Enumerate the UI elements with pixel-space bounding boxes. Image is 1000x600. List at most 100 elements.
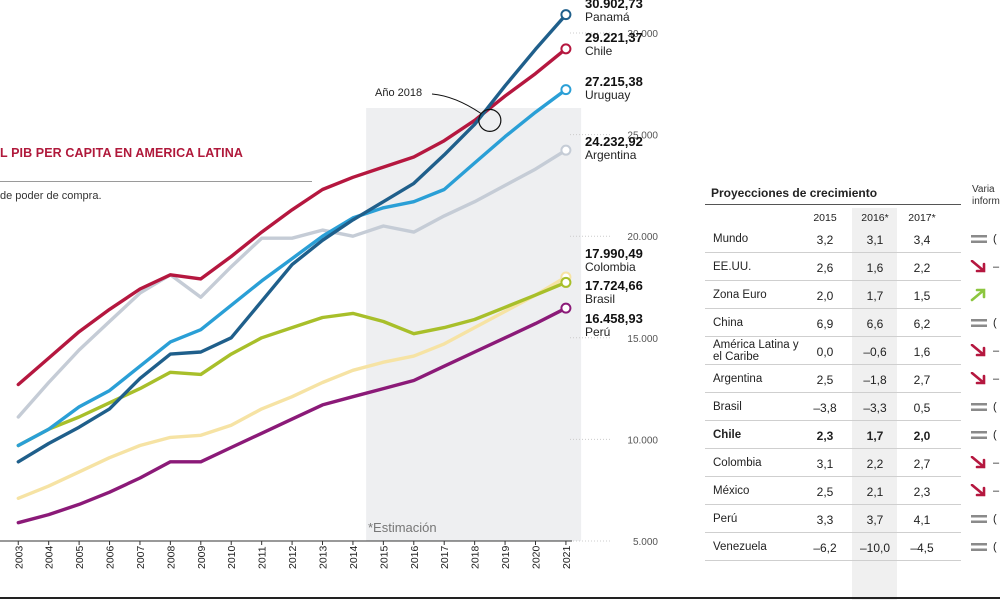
- x-tick-label: 2010: [226, 545, 238, 569]
- end-value-label: 29.221,37: [585, 30, 643, 45]
- x-tick-label: 2013: [318, 545, 330, 569]
- row-country-name: Chile: [713, 429, 742, 441]
- end-value-label: 24.232,92: [585, 134, 643, 149]
- row-value-2015: –6,2: [813, 541, 837, 555]
- row-value-2015: 2,0: [816, 289, 834, 303]
- title-divider: [0, 181, 312, 182]
- row-value-2015: 0,0: [816, 345, 834, 359]
- x-tick-label: 2004: [44, 545, 56, 569]
- row-value-2016: 2,2: [866, 457, 884, 471]
- row-value-2016: 1,6: [866, 261, 884, 275]
- row-divider: [705, 336, 961, 337]
- estimation-note: *Estimación: [368, 520, 437, 535]
- row-divider: [705, 504, 961, 505]
- x-tick-label: 2016: [409, 545, 421, 569]
- year-2018-highlight-circle: [478, 108, 502, 132]
- row-divider: [705, 280, 961, 281]
- row-value-2017: 2,3: [913, 485, 931, 499]
- row-value-2016: –3,3: [863, 401, 887, 415]
- end-series-label: Colombia: [585, 260, 636, 274]
- row-divider: [705, 420, 961, 421]
- row-variation-tail: –: [993, 345, 1000, 357]
- table-row: Mundo 3,2 3,1 3,4 (: [705, 225, 1000, 253]
- end-series-label: Chile: [585, 44, 613, 58]
- row-variation-tail: (: [993, 429, 997, 441]
- variation-header-line-2: inform: [972, 196, 1000, 207]
- row-value-2017: 1,5: [913, 289, 931, 303]
- table-row: América Latina y el Caribe 0,0 –0,6 1,6 –: [705, 337, 1000, 365]
- end-series-label: Panamá: [585, 10, 630, 24]
- x-tick-label: 2019: [500, 545, 512, 569]
- x-tick-label: 2012: [287, 545, 299, 569]
- equal-trend-icon: [969, 512, 989, 526]
- table-title: Proyecciones de crecimiento: [711, 186, 878, 200]
- table-row: EE.UU. 2,6 1,6 2,2 –: [705, 253, 1000, 281]
- variation-header-line-1: Varia: [972, 184, 995, 195]
- row-value-2016: –1,8: [863, 373, 887, 387]
- series-line-colombia: [16, 275, 568, 500]
- series-end-marker: [560, 9, 572, 21]
- row-divider: [705, 532, 961, 533]
- arrow-down-trend-icon: [969, 371, 989, 386]
- row-value-2016: –10,0: [859, 541, 891, 555]
- chart-subtitle: de poder de compra.: [0, 190, 102, 202]
- row-value-2017: 6,2: [913, 317, 931, 331]
- x-tick-label: 2003: [13, 545, 25, 569]
- table-row: Chile 2,3 1,7 2,0 (: [705, 421, 1000, 449]
- table-row: China 6,9 6,6 6,2 (: [705, 309, 1000, 337]
- y-tick-label: 20.000: [627, 232, 658, 243]
- equal-trend-icon: [969, 428, 989, 442]
- bottom-divider: [0, 597, 1000, 599]
- table-row: Argentina 2,5 –1,8 2,7 –: [705, 365, 1000, 393]
- row-value-2016: 3,7: [866, 513, 884, 527]
- row-divider: [705, 560, 961, 561]
- series-line-argentina: [16, 148, 568, 419]
- end-series-label: Argentina: [585, 148, 637, 162]
- arrow-down-trend-icon: [969, 343, 989, 358]
- column-header-2016: 2016*: [861, 212, 889, 224]
- row-value-2017: 3,4: [913, 233, 931, 247]
- row-value-2017: 1,6: [913, 345, 931, 359]
- row-value-2016: 1,7: [866, 289, 884, 303]
- row-country-name: Zona Euro: [713, 289, 767, 301]
- equal-trend-icon: [969, 316, 989, 330]
- end-series-label: Uruguay: [585, 88, 630, 102]
- row-value-2017: –4,5: [910, 541, 934, 555]
- row-country-name: Argentina: [713, 373, 763, 385]
- table-row: Colombia 3,1 2,2 2,7 –: [705, 449, 1000, 477]
- row-divider: [705, 252, 961, 253]
- y-tick-label: 25.000: [627, 131, 658, 142]
- arrow-up-trend-icon: [969, 288, 989, 302]
- arrow-down-trend-icon: [969, 483, 989, 498]
- x-tick-label: 2021: [561, 545, 573, 569]
- series-end-marker: [560, 43, 572, 55]
- row-value-2017: 2,7: [913, 457, 931, 471]
- table-row: Perú 3,3 3,7 4,1 (: [705, 505, 1000, 533]
- row-variation-tail: –: [993, 261, 1000, 273]
- row-value-2016: 2,1: [866, 485, 884, 499]
- table-row: Zona Euro 2,0 1,7 1,5: [705, 281, 1000, 309]
- arrow-down-trend-icon: [969, 259, 989, 274]
- end-value-label: 30.902,73: [585, 0, 643, 11]
- row-country-name: América Latina y el Caribe: [713, 339, 799, 363]
- series-line-perú: [16, 306, 568, 525]
- row-country-name: EE.UU.: [713, 261, 752, 273]
- x-tick-label: 2006: [105, 545, 117, 569]
- row-variation-tail: –: [993, 373, 1000, 385]
- x-tick-label: 2011: [257, 546, 269, 569]
- row-value-2015: 6,9: [816, 317, 834, 331]
- row-value-2016: 6,6: [866, 317, 884, 331]
- equal-trend-icon: [969, 232, 989, 246]
- series-end-marker: [560, 302, 572, 314]
- series-line-panamá: [16, 13, 568, 464]
- row-value-2017: 2,7: [913, 373, 931, 387]
- row-country-name: Mundo: [713, 233, 749, 245]
- end-value-label: 17.724,66: [585, 278, 643, 293]
- x-tick-label: 2009: [196, 545, 208, 569]
- series-line-brasil: [16, 280, 568, 448]
- end-value-label: 27.215,38: [585, 74, 643, 89]
- row-value-2015: 2,6: [816, 261, 834, 275]
- row-value-2015: 3,3: [816, 513, 834, 527]
- series-line-chile: [16, 47, 568, 387]
